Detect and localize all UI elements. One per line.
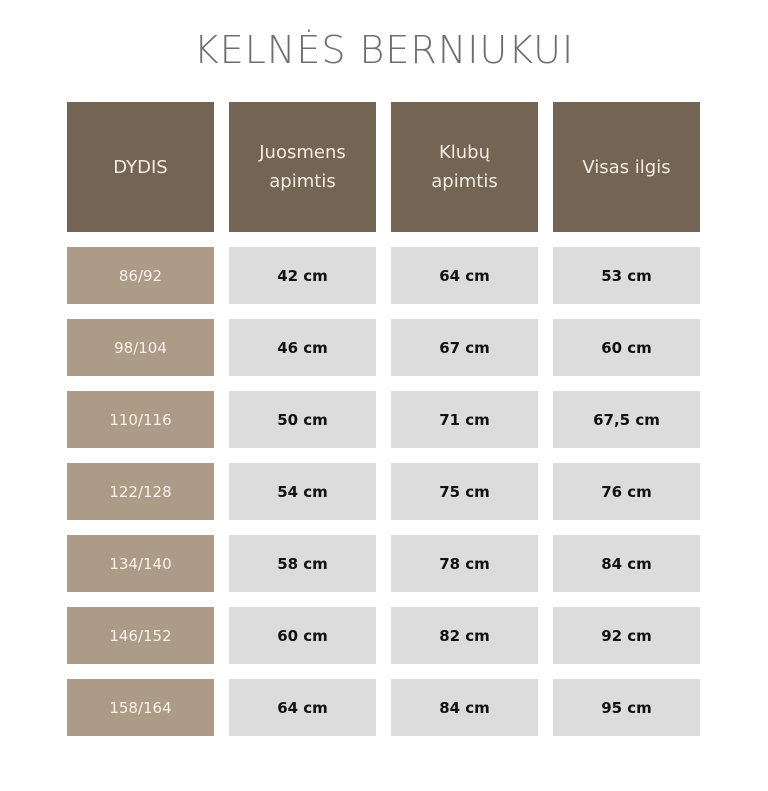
- measurement-cell: 75 cm: [391, 463, 538, 520]
- measurement-cell: 78 cm: [391, 535, 538, 592]
- measurement-cell: 92 cm: [553, 607, 700, 664]
- size-cell: 146/152: [67, 607, 214, 664]
- measurement-cell: 64 cm: [391, 247, 538, 304]
- size-cell: 158/164: [67, 679, 214, 736]
- measurement-cell: 67,5 cm: [553, 391, 700, 448]
- measurement-cell: 76 cm: [553, 463, 700, 520]
- measurement-cell: 84 cm: [391, 679, 538, 736]
- size-cell: 122/128: [67, 463, 214, 520]
- column-header: DYDIS: [67, 102, 214, 232]
- measurement-cell: 64 cm: [229, 679, 376, 736]
- measurement-cell: 82 cm: [391, 607, 538, 664]
- measurement-cell: 42 cm: [229, 247, 376, 304]
- measurement-cell: 84 cm: [553, 535, 700, 592]
- measurement-cell: 50 cm: [229, 391, 376, 448]
- size-cell: 98/104: [67, 319, 214, 376]
- column-header: Juosmens apimtis: [229, 102, 376, 232]
- measurement-cell: 46 cm: [229, 319, 376, 376]
- measurement-cell: 67 cm: [391, 319, 538, 376]
- column-header: Visas ilgis: [553, 102, 700, 232]
- measurement-cell: 54 cm: [229, 463, 376, 520]
- measurement-cell: 60 cm: [229, 607, 376, 664]
- size-cell: 134/140: [67, 535, 214, 592]
- measurement-cell: 95 cm: [553, 679, 700, 736]
- size-cell: 86/92: [67, 247, 214, 304]
- measurement-cell: 58 cm: [229, 535, 376, 592]
- measurement-cell: 53 cm: [553, 247, 700, 304]
- page-title: KELNĖS BERNIUKUI: [193, 28, 575, 72]
- measurement-cell: 60 cm: [553, 319, 700, 376]
- size-cell: 110/116: [67, 391, 214, 448]
- column-header: Klubų apimtis: [391, 102, 538, 232]
- measurement-cell: 71 cm: [391, 391, 538, 448]
